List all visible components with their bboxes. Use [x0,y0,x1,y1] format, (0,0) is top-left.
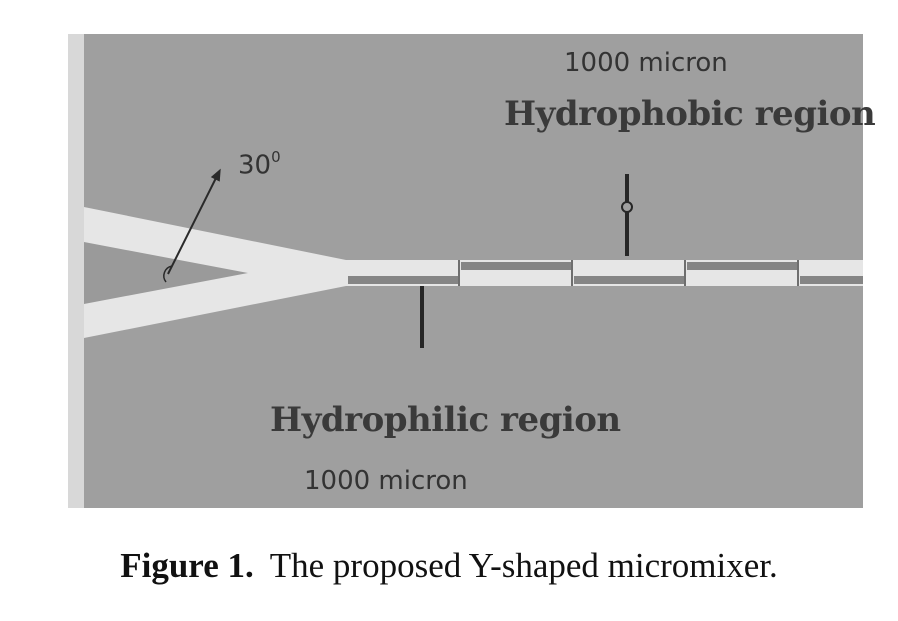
hydrophobic-segment-bottom-1 [348,276,458,284]
hydrophilic-region-label: Hydrophilic region [270,400,621,440]
hydrophobic-region-label: Hydrophobic region [504,94,876,134]
panel-left-edge [68,34,84,508]
top-length-label: 1000 micron [564,48,728,78]
angle-arrow [163,168,221,283]
hydrophobic-segment-top-1 [461,262,571,270]
hydrophobic-segment-bottom-3 [800,276,863,284]
hydrophobic-marker [621,174,633,256]
angle-unit: 0 [271,148,281,166]
caption-text: The proposed Y-shaped micromixer. [269,546,778,585]
figure-number: Figure 1. [120,546,254,585]
hydrophobic-segment-bottom-2 [574,276,684,284]
angle-value: 30 [238,150,272,181]
bottom-length-label: 1000 micron [304,466,468,496]
inlet-divider-wedge [84,242,248,304]
micromixer-figure: 1000 micron Hydrophobic region 300 Hydro… [68,34,876,508]
micromixer-diagram [68,34,863,508]
angle-label: 300 [238,148,281,181]
figure-caption: Figure 1. The proposed Y-shaped micromixe… [0,546,898,586]
segment-dividers [458,260,799,286]
hydrophobic-segment-top-2 [687,262,797,270]
